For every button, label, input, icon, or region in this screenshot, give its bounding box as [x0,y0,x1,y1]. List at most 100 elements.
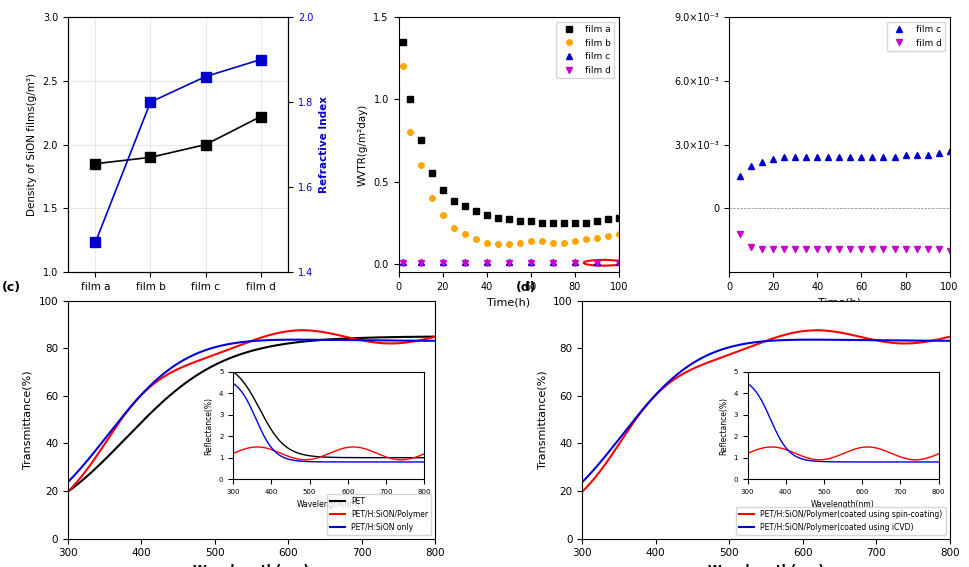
film a [613,214,625,221]
Y-axis label: WVTR(g/m²day): WVTR(g/m²day) [358,103,368,186]
film a [580,219,592,226]
film d [878,246,890,252]
film a [536,219,547,226]
film b [437,211,449,218]
film c [745,162,757,169]
PET/H:SiON/Polymer(coated using spin-coating) [944,333,955,340]
film d [922,246,933,252]
PET/H:SiON/Polymer [62,488,74,495]
PET/H:SiON/Polymer(coated using iCVD) [751,338,763,345]
PET [261,344,272,350]
film d [823,246,834,252]
film c [845,154,857,161]
film a [492,214,504,221]
film c [889,154,900,161]
Y-axis label: Density of SiON films(g/m³): Density of SiON films(g/m³) [27,73,37,216]
Y-axis label: Transmittance(%): Transmittance(%) [537,370,547,469]
film a [448,198,459,205]
PET/H:SiON/Polymer(coated using iCVD) [577,479,588,485]
film d [866,246,878,252]
film d [613,260,625,266]
film a [481,211,492,218]
film b [425,194,437,201]
film d [437,260,449,266]
film b [558,239,570,246]
film b [514,239,525,246]
PET/H:SiON/Polymer(coated using iCVD) [936,337,948,344]
PET/H:SiON only [364,337,376,344]
X-axis label: Time(h): Time(h) [487,298,530,307]
film c [866,154,878,161]
film b [404,129,416,136]
PET/H:SiON/Polymer [261,332,272,339]
PET/H:SiON/Polymer(coated using iCVD) [944,337,955,344]
film a [569,219,580,226]
Line: film c: film c [737,148,953,179]
film c [757,158,768,165]
PET/H:SiON/Polymer [236,341,248,348]
Line: film c: film c [400,260,622,265]
film b [481,239,492,246]
film a [558,219,570,226]
film c [415,259,426,266]
Line: PET/H:SiON/Polymer: PET/H:SiON/Polymer [68,330,435,492]
film b [458,231,470,238]
PET/H:SiON only [422,337,433,344]
film a [404,96,416,103]
Legend: PET/H:SiON/Polymer(coated using spin-coating), PET/H:SiON/Polymer(coated using i: PET/H:SiON/Polymer(coated using spin-coa… [736,507,946,535]
PET/H:SiON only [238,338,250,345]
PET/H:SiON/Polymer [238,340,250,347]
film c [833,154,845,161]
Text: (a): (a) [0,0,11,2]
PET/H:SiON/Polymer(coated using spin-coating) [775,332,787,339]
film c [800,154,812,161]
film b [525,238,537,244]
film a [525,218,537,225]
Line: film a: film a [400,39,622,226]
film c [613,259,625,266]
PET/H:SiON/Polymer(coated using spin-coating) [753,340,765,347]
PET [236,350,248,357]
PET/H:SiON/Polymer [422,335,433,342]
PET/H:SiON only [281,336,293,343]
PET/H:SiON/Polymer(coated using iCVD) [775,337,787,344]
film d [458,260,470,266]
film c [767,156,779,163]
film a [503,216,515,223]
PET/H:SiON/Polymer [429,333,441,340]
film b [503,241,515,248]
film d [933,246,945,252]
X-axis label: Time(h): Time(h) [818,298,861,307]
film d [397,260,409,266]
PET/H:SiON/Polymer(coated using spin-coating) [878,338,890,345]
film b [492,241,504,248]
film a [547,219,558,226]
PET/H:SiON/Polymer [281,328,293,335]
film b [602,232,613,239]
film b [397,63,409,70]
film c [878,154,890,161]
film b [591,234,603,241]
film d [889,246,900,252]
PET/H:SiON/Polymer(coated using spin-coating) [936,335,948,342]
film a [470,208,482,215]
film d [800,246,812,252]
PET/H:SiON/Polymer(coated using iCVD) [753,338,765,345]
Line: film d: film d [400,260,622,266]
film d [833,246,845,252]
PET/H:SiON/Polymer(coated using spin-coating) [796,328,807,335]
Text: (d): (d) [516,281,537,294]
film d [790,246,801,252]
film d [415,260,426,266]
PET [238,349,250,356]
film c [569,259,580,266]
PET/H:SiON/Polymer(coated using spin-coating) [577,488,588,495]
PET [281,340,293,347]
film c [547,259,558,266]
film c [503,259,515,266]
film b [470,236,482,243]
film b [536,238,547,244]
film b [569,238,580,244]
PET/H:SiON/Polymer(coated using iCVD) [878,337,890,344]
PET/H:SiON/Polymer(coated using spin-coating) [751,341,763,348]
